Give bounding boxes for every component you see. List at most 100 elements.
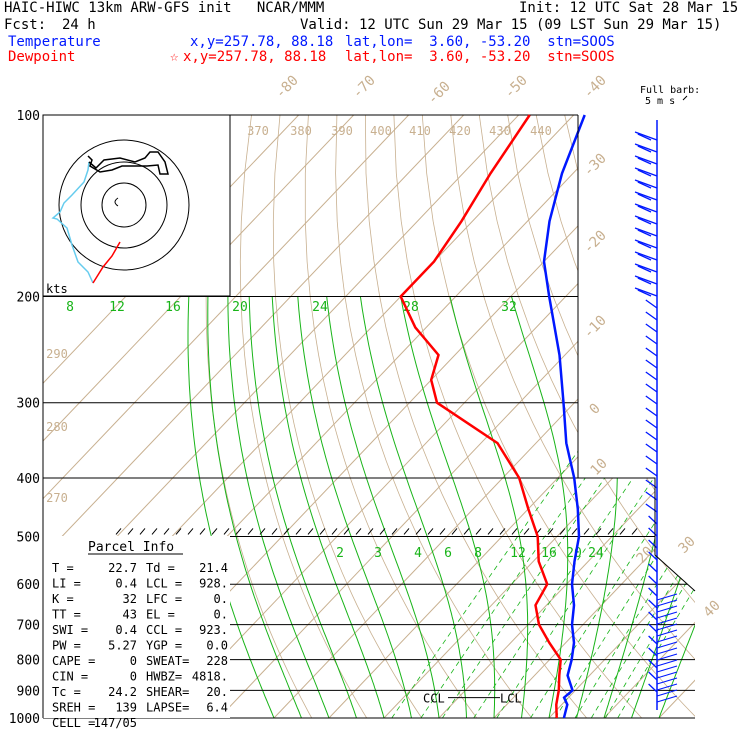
mixing-ratio-line [442,347,695,718]
isobar-tick [499,528,506,535]
isobar-tick [283,528,290,535]
wind-barb [645,467,658,477]
isotherm-line [43,115,520,615]
wind-barb [634,179,658,189]
wind-barb-feather [637,157,652,165]
parcel-label: CAPE = [52,654,95,668]
wind-barb [645,371,658,381]
isobar-tick [463,528,470,535]
isobar-tick [595,528,602,535]
isobar-tick [379,528,386,535]
mixing-ratio-label: 20 [232,300,248,315]
mixing-ratio-label: 3 [374,546,382,561]
parcel-value: 32 [123,592,137,606]
parcel-value: 20. [206,685,228,699]
isotherm-label: -70 [350,73,379,102]
isobar-tick [571,528,578,535]
pressure-tick-label: 400 [17,472,40,487]
mixing-ratio-line [420,321,695,718]
wind-barb-feather [637,277,652,285]
wind-barb-low [656,665,678,673]
isotherm-line [43,115,355,442]
hodograph: kts [46,115,231,296]
wind-barb [648,575,658,585]
wind-barb-feather [637,133,652,141]
theta-label: 290 [46,347,68,361]
temperature-profile [542,114,586,719]
isobar-tick [247,528,254,535]
mixing-ratio-label: 12 [510,546,526,561]
moist-adiabat-line [449,296,529,718]
wind-barb [645,323,658,333]
parcel-label: CIN = [52,670,88,684]
pressure-tick-label: 300 [17,397,40,412]
isobar-tick [343,528,350,535]
parcel-label: PW = [52,639,81,653]
init-time: Init: 12 UTC Sat 28 Mar 15 [519,0,739,16]
dewpoint-legend: Dewpoint [8,49,76,65]
wind-barb [648,587,658,597]
mixing-ratio-label: 2 [336,546,344,561]
wind-barb [634,191,658,201]
pressure-tick-label: 1000 [9,712,40,727]
theta-label: 420 [449,124,471,138]
wind-barb [634,167,658,177]
sounding-profiles: CCL LCL [399,114,586,719]
hodograph-panel [42,114,231,297]
parcel-label: LAPSE= [146,701,189,715]
hodograph-trace-low [51,161,94,284]
isobar-tick [151,528,158,535]
isobar-tick [403,528,410,535]
isobar-tick [439,528,446,535]
isobar-tick [187,528,194,535]
wind-barb [634,239,658,249]
isobar-tick [127,528,134,535]
mixing-ratio-label: 6 [444,546,452,561]
parcel-label: LI = [52,577,81,591]
pressure-tick-label: 500 [17,530,40,545]
pressure-tick-label: 200 [17,291,40,306]
wind-barb-low [656,611,678,619]
parcel-label: TT = [52,608,81,622]
isobar-tick [391,528,398,535]
wind-barb [648,599,658,609]
wind-barb [645,383,658,393]
hodograph-ring [80,161,168,249]
parcel-label: SREH = [52,701,95,715]
mixing-ratio-label: 8 [474,546,482,561]
dry-adiabat-line [205,115,313,718]
wind-barb-low [656,647,678,655]
wind-barb-low [656,641,678,649]
dry-adiabat-line [707,115,740,718]
parcel-label: K = [52,592,74,606]
wind-barb-low [656,695,678,703]
parcel-value: 0 [130,670,137,684]
parcel-label: SWI = [52,623,88,637]
isobar-tick [487,528,494,535]
isobar-tick [559,528,566,535]
wind-barb [634,275,658,285]
wind-barb-low [656,659,678,667]
dewpoint-latlon: lat,lon= 3.60, -53.20 stn=SOOS [345,49,615,65]
barb-legend-line1: Full barb: [640,85,700,96]
isobar-tick [547,528,554,535]
wind-barb [648,611,658,621]
dry-adiabat-line [272,115,423,718]
wind-barb [634,215,658,225]
wind-barb [648,551,658,561]
mixing-ratio-label: 16 [541,546,557,561]
theta-label: 280 [46,420,68,434]
isotherm-line [493,506,695,718]
isotherm-label: -80 [273,73,302,102]
wind-barb [648,647,658,657]
wind-barb-low [656,593,678,601]
wind-barb [645,335,658,345]
ccl-label: CCL [423,692,445,706]
isobar-tick [523,528,530,535]
wind-barb-feather [637,265,652,273]
wind-barb-low [656,671,678,679]
wind-barb-feather [637,253,652,261]
isotherm-line [438,448,695,718]
isobar-tick [427,528,434,535]
